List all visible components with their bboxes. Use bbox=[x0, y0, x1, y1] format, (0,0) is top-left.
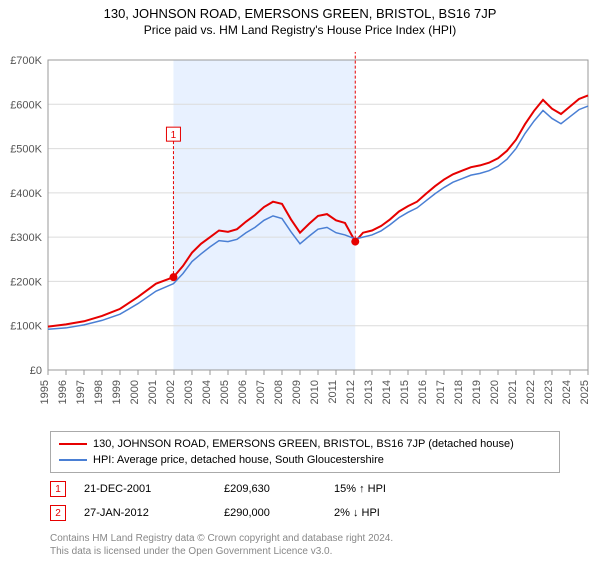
svg-text:2015: 2015 bbox=[399, 380, 411, 404]
sale-price: £290,000 bbox=[224, 507, 334, 519]
svg-text:2021: 2021 bbox=[507, 380, 519, 404]
sale-date: 27-JAN-2012 bbox=[84, 507, 224, 519]
svg-text:2018: 2018 bbox=[453, 380, 465, 404]
svg-text:2000: 2000 bbox=[129, 380, 141, 404]
footnote: Contains HM Land Registry data © Crown c… bbox=[50, 532, 560, 558]
legend-and-sales: 130, JOHNSON ROAD, EMERSONS GREEN, BRIST… bbox=[50, 431, 560, 521]
legend-item: 130, JOHNSON ROAD, EMERSONS GREEN, BRIST… bbox=[59, 436, 551, 452]
sale-date: 21-DEC-2001 bbox=[84, 483, 224, 495]
svg-text:1996: 1996 bbox=[57, 380, 69, 404]
chart-title: 130, JOHNSON ROAD, EMERSONS GREEN, BRIST… bbox=[0, 6, 600, 21]
svg-text:2004: 2004 bbox=[201, 380, 213, 404]
svg-text:£100K: £100K bbox=[10, 321, 42, 333]
svg-text:2011: 2011 bbox=[327, 380, 339, 404]
sale-price: £209,630 bbox=[224, 483, 334, 495]
svg-text:2016: 2016 bbox=[417, 380, 429, 404]
sale-row: 1 21-DEC-2001£209,63015% ↑ HPI bbox=[50, 481, 560, 497]
chart-area: £0 £100K £200K £300K £400K £500K £600K £700K 199… bbox=[0, 52, 600, 422]
chart-container: 130, JOHNSON ROAD, EMERSONS GREEN, BRIST… bbox=[0, 6, 600, 566]
svg-text:1999: 1999 bbox=[111, 380, 123, 404]
svg-text:2014: 2014 bbox=[381, 380, 393, 404]
line-chart: £0 £100K £200K £300K £400K £500K £600K £700K 199… bbox=[0, 52, 600, 422]
svg-text:2025: 2025 bbox=[579, 380, 591, 404]
svg-text:2002: 2002 bbox=[165, 380, 177, 404]
svg-text:1997: 1997 bbox=[75, 380, 87, 404]
legend-swatch bbox=[59, 443, 87, 445]
svg-text:£700K: £700K bbox=[10, 55, 42, 67]
sale-marker: 1 bbox=[50, 481, 66, 497]
legend-item: HPI: Average price, detached house, Sout… bbox=[59, 452, 551, 468]
svg-text:2001: 2001 bbox=[147, 380, 159, 404]
svg-text:2010: 2010 bbox=[309, 380, 321, 404]
svg-text:2020: 2020 bbox=[489, 380, 501, 404]
sale-hpi-delta: 2% ↓ HPI bbox=[334, 507, 454, 519]
svg-text:£600K: £600K bbox=[10, 99, 42, 111]
svg-text:2022: 2022 bbox=[525, 380, 537, 404]
sale-marker: 2 bbox=[50, 505, 66, 521]
svg-text:2023: 2023 bbox=[543, 380, 555, 404]
svg-text:£200K: £200K bbox=[10, 276, 42, 288]
svg-text:2019: 2019 bbox=[471, 380, 483, 404]
svg-text:1995: 1995 bbox=[39, 380, 51, 404]
footnote-line-1: Contains HM Land Registry data © Crown c… bbox=[50, 532, 560, 545]
svg-text:£400K: £400K bbox=[10, 188, 42, 200]
svg-text:2013: 2013 bbox=[363, 380, 375, 404]
svg-text:2007: 2007 bbox=[255, 380, 267, 404]
svg-text:2006: 2006 bbox=[237, 380, 249, 404]
sale-row: 2 27-JAN-2012£290,0002% ↓ HPI bbox=[50, 505, 560, 521]
footnote-line-2: This data is licensed under the Open Gov… bbox=[50, 545, 560, 558]
svg-text:£500K: £500K bbox=[10, 144, 42, 156]
sales-list: 1 21-DEC-2001£209,63015% ↑ HPI 2 27-JAN-201… bbox=[50, 481, 560, 521]
svg-text:2008: 2008 bbox=[273, 380, 285, 404]
svg-text:£0: £0 bbox=[30, 365, 42, 377]
svg-text:2005: 2005 bbox=[219, 380, 231, 404]
svg-text:2009: 2009 bbox=[291, 380, 303, 404]
legend-swatch bbox=[59, 459, 87, 461]
svg-text:2003: 2003 bbox=[183, 380, 195, 404]
legend-label: 130, JOHNSON ROAD, EMERSONS GREEN, BRIST… bbox=[93, 438, 514, 450]
legend-box: 130, JOHNSON ROAD, EMERSONS GREEN, BRIST… bbox=[50, 431, 560, 473]
legend-label: HPI: Average price, detached house, Sout… bbox=[93, 454, 384, 466]
svg-text:1: 1 bbox=[171, 130, 177, 141]
svg-text:2012: 2012 bbox=[345, 380, 357, 404]
svg-text:2024: 2024 bbox=[561, 380, 573, 404]
sale-hpi-delta: 15% ↑ HPI bbox=[334, 483, 454, 495]
svg-text:2017: 2017 bbox=[435, 380, 447, 404]
chart-subtitle: Price paid vs. HM Land Registry's House … bbox=[0, 23, 600, 37]
svg-text:1998: 1998 bbox=[93, 380, 105, 404]
svg-text:£300K: £300K bbox=[10, 232, 42, 244]
